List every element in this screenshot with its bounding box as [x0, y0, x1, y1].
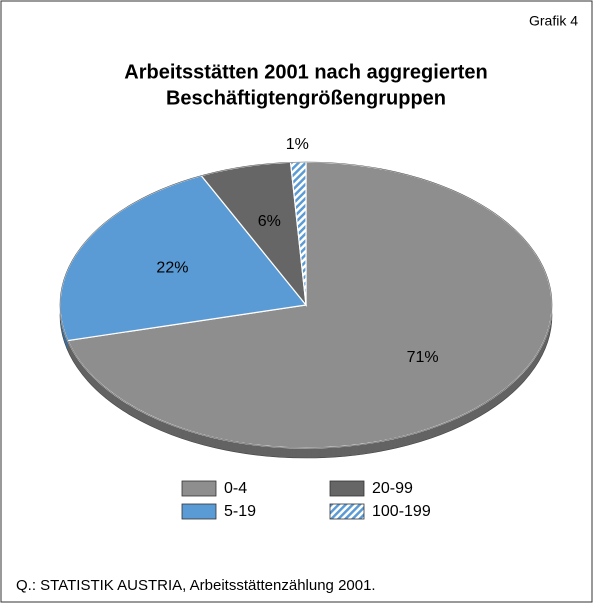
data-label: 1%	[286, 136, 309, 153]
legend-label: 5-19	[224, 503, 256, 520]
data-label: 6%	[258, 213, 281, 230]
legend-label: 20-99	[372, 480, 413, 497]
chart-label: Grafik 4	[529, 13, 578, 29]
source-note: Q.: STATISTIK AUSTRIA, Arbeitsstättenzäh…	[16, 577, 376, 594]
data-label: 71%	[407, 349, 439, 366]
legend-label: 100-199	[372, 503, 431, 520]
chart-title: Beschäftigtengrößengruppen	[166, 87, 446, 109]
legend-swatch	[329, 480, 365, 497]
legend-swatch	[181, 480, 217, 497]
legend-swatch	[329, 503, 365, 520]
data-label: 22%	[156, 260, 188, 277]
legend-label: 0-4	[224, 480, 247, 497]
legend-swatch	[181, 503, 217, 520]
chart-title: Arbeitsstätten 2001 nach aggregierten	[124, 61, 487, 83]
pie-outline	[59, 161, 553, 449]
